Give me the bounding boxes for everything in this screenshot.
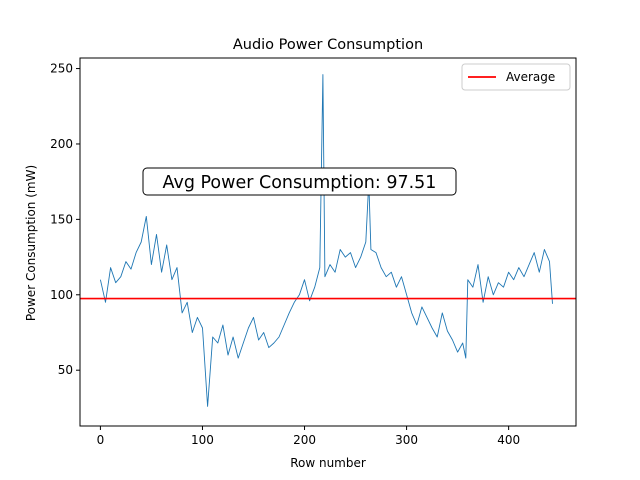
plot-area — [80, 74, 576, 407]
legend-label-average: Average — [506, 70, 555, 84]
axes: 0 100 200 300 400 50 100 150 200 250 — [50, 57, 577, 447]
x-tick-label: 300 — [395, 433, 418, 447]
y-tick-label: 100 — [50, 288, 73, 302]
x-tick-label: 400 — [497, 433, 520, 447]
annotation-frame — [142, 167, 457, 196]
x-tick-label: 200 — [293, 433, 316, 447]
y-axis-label: Power Consumption (mW) — [24, 165, 38, 321]
axes-frame — [79, 57, 577, 427]
y-tick-label: 200 — [50, 137, 73, 151]
x-tick-label: 0 — [97, 433, 105, 447]
y-tick-label: 50 — [58, 363, 73, 377]
series-line-0 — [99, 74, 553, 407]
chart-title: Audio Power Consumption — [233, 37, 423, 53]
legend: Average — [461, 63, 571, 91]
legend-frame — [461, 63, 571, 91]
annotation-box: Avg Power Consumption: 97.51 — [142, 167, 457, 196]
y-tick-label: 250 — [50, 62, 73, 76]
x-axis-label: Row number — [290, 456, 366, 470]
y-tick-label: 150 — [50, 212, 73, 226]
x-tick-label: 100 — [191, 433, 214, 447]
annotation-text: Avg Power Consumption: 97.51 — [163, 173, 437, 193]
